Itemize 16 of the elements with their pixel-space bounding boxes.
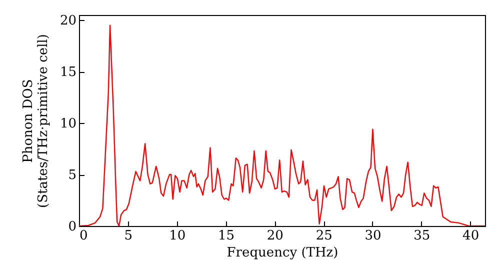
line-series <box>79 24 485 226</box>
y-tick-label: 10 <box>60 116 76 132</box>
x-tick-label: 0 <box>80 228 88 244</box>
x-tick-label: 20 <box>266 228 284 244</box>
y-axis-title: Phonon DOS (States/THz·primitive cell) <box>20 34 51 208</box>
y-tick-label: 20 <box>60 14 76 29</box>
x-tick-label: 25 <box>316 228 332 244</box>
y-tick-label: 5 <box>68 168 76 184</box>
x-tick-label: 15 <box>218 228 235 244</box>
x-tick-label: 30 <box>364 228 382 244</box>
x-axis-title: Frequency (THz) <box>226 246 338 260</box>
x-tick-label: 10 <box>169 228 186 244</box>
y-tick-label: 15 <box>60 65 76 80</box>
x-tick-label: 40 <box>462 228 480 244</box>
x-tick-label: 35 <box>414 228 430 244</box>
x-tick-label: 5 <box>124 228 133 244</box>
